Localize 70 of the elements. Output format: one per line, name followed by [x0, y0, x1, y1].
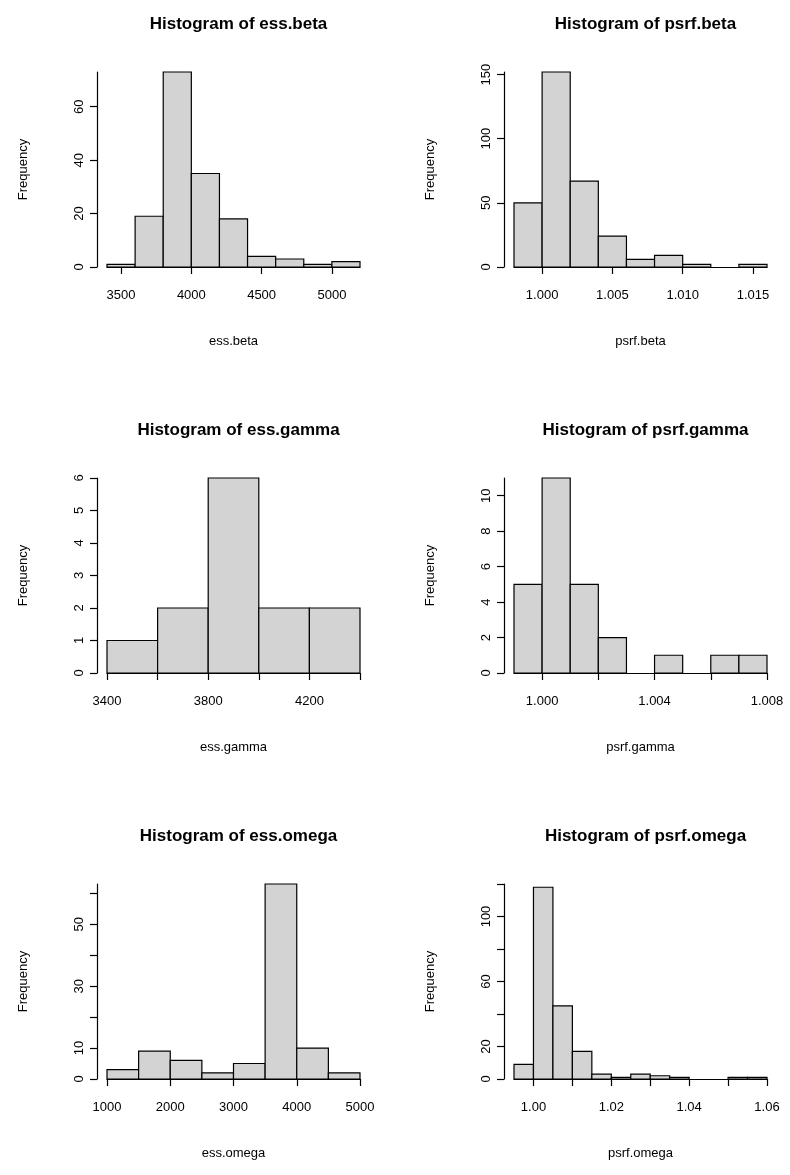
- y-tick-label: 60: [71, 99, 86, 114]
- x-tick-label: 1000: [92, 1099, 122, 1114]
- x-tick-label: 3500: [106, 287, 136, 302]
- x-tick-label: 1.010: [666, 287, 699, 302]
- x-axis-title: psrf.beta: [615, 333, 667, 348]
- y-tick-label: 2: [71, 604, 86, 612]
- y-tick-label: 50: [71, 917, 86, 932]
- x-tick-label: 5000: [317, 287, 347, 302]
- y-tick-label: 150: [478, 63, 493, 86]
- y-tick-label: 100: [478, 127, 493, 150]
- x-tick-label: 4500: [247, 287, 277, 302]
- y-tick-label: 10: [478, 488, 493, 503]
- y-tick-label: 2: [478, 633, 493, 642]
- y-tick-label: 0: [478, 1075, 493, 1083]
- x-tick-label: 4000: [176, 287, 206, 302]
- x-tick-label: 1.004: [638, 693, 671, 708]
- y-tick-label: 6: [71, 474, 86, 482]
- y-tick-label: 0: [478, 669, 493, 677]
- x-tick-label: 1.008: [750, 693, 784, 708]
- x-tick-label: 4200: [294, 693, 324, 708]
- chart-title: Histogram of ess.omega: [139, 826, 338, 845]
- y-tick-label: 30: [71, 978, 86, 994]
- chart-title: Histogram of ess.gamma: [137, 420, 341, 439]
- y-tick-label: 60: [478, 974, 493, 989]
- x-tick-label: 3000: [219, 1099, 248, 1114]
- x-tick-label: 1.000: [525, 287, 559, 302]
- x-tick-label: 1.000: [525, 693, 559, 708]
- x-axis-title: ess.beta: [208, 333, 259, 348]
- y-tick-label: 100: [478, 905, 493, 928]
- y-tick-label: 6: [478, 563, 493, 571]
- y-tick-label: 4: [478, 598, 493, 606]
- x-tick-label: 4000: [282, 1099, 312, 1114]
- x-tick-label: 3800: [193, 693, 223, 708]
- y-tick-label: 4: [71, 539, 86, 547]
- y-tick-label: 0: [71, 1075, 86, 1083]
- y-tick-label: 0: [71, 263, 86, 271]
- y-tick-label: 20: [478, 1039, 493, 1054]
- x-axis-title: psrf.omega: [607, 1145, 674, 1160]
- chart-title: Histogram of ess.beta: [149, 14, 328, 33]
- y-tick-label: 3: [71, 571, 86, 580]
- y-axis-title: Frequency: [422, 544, 437, 607]
- y-tick-label: 10: [71, 1040, 86, 1056]
- x-tick-label: 1.00: [520, 1099, 547, 1114]
- x-tick-label: 1.005: [596, 287, 629, 302]
- y-tick-label: 5: [71, 506, 86, 515]
- y-axis-title: Frequency: [15, 544, 30, 607]
- x-axis-title: ess.gamma: [199, 739, 268, 754]
- y-tick-label: 50: [478, 195, 493, 211]
- y-axis-title: Frequency: [422, 138, 437, 201]
- chart-title: Histogram of psrf.omega: [544, 826, 747, 845]
- y-tick-label: 40: [71, 152, 86, 168]
- x-axis-title: ess.omega: [201, 1145, 267, 1160]
- chart-title: Histogram of psrf.beta: [554, 14, 737, 33]
- y-axis-title: Frequency: [15, 138, 30, 201]
- y-tick-label: 8: [478, 527, 493, 535]
- x-tick-label: 1.015: [736, 287, 770, 302]
- x-tick-label: 3400: [92, 693, 122, 708]
- y-tick-label: 20: [71, 206, 86, 221]
- chart-title: Histogram of psrf.gamma: [542, 420, 749, 439]
- x-tick-label: 1.06: [754, 1099, 780, 1114]
- x-tick-label: 2000: [155, 1099, 185, 1114]
- y-axis-title: Frequency: [422, 950, 437, 1013]
- y-tick-label: 1: [71, 636, 86, 645]
- x-tick-label: 1.04: [676, 1099, 702, 1114]
- x-tick-label: 1.02: [598, 1099, 624, 1114]
- x-tick-label: 5000: [345, 1099, 375, 1114]
- y-tick-label: 0: [71, 669, 86, 677]
- y-axis-title: Frequency: [15, 950, 30, 1013]
- y-tick-label: 0: [478, 263, 493, 271]
- x-axis-title: psrf.gamma: [606, 739, 676, 754]
